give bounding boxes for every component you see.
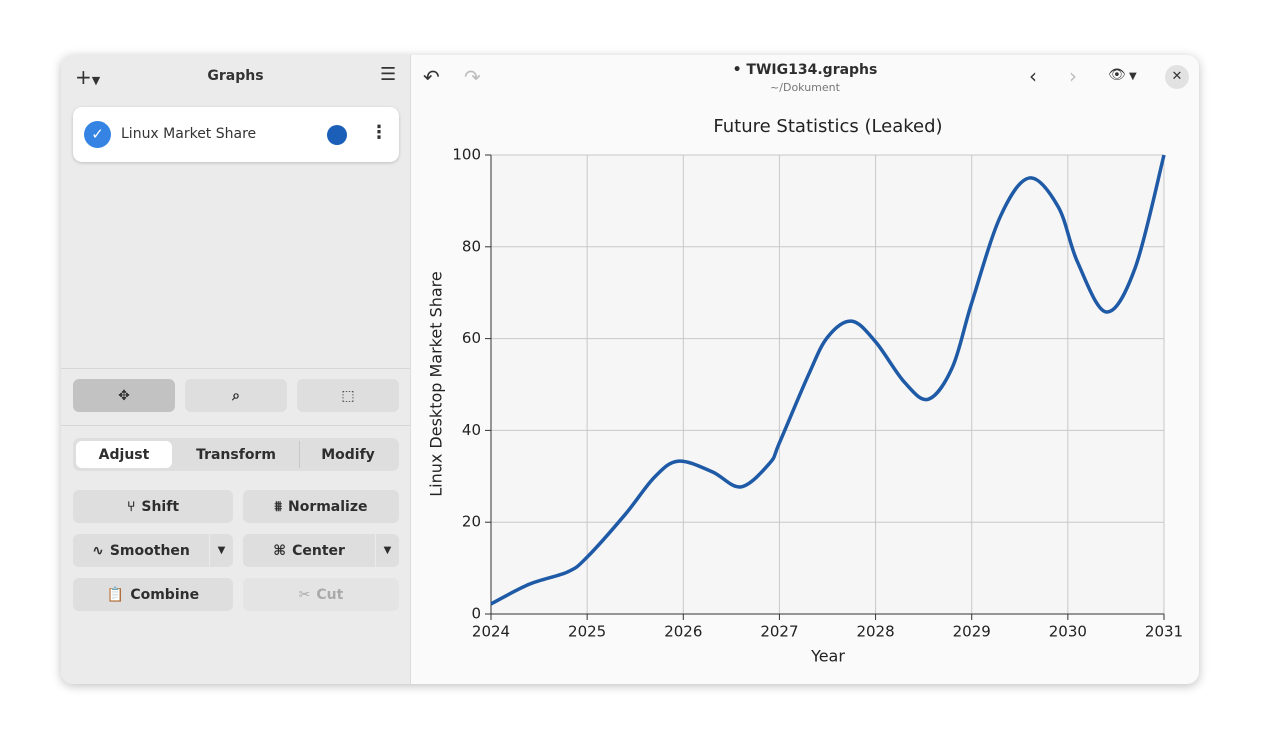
dropdown[interactable]: ▼ <box>210 534 233 567</box>
icon: 📋 <box>106 586 125 603</box>
cut-button: ✂ Cut <box>243 578 399 611</box>
dropdown[interactable]: ▼ <box>376 534 399 567</box>
y-tick-label: 0 <box>471 605 481 623</box>
pan-tool[interactable]: ✥ <box>73 379 175 412</box>
smoothen-button[interactable]: ∿ Smoothen <box>73 534 209 567</box>
tab-bar: Adjust Transform Modify <box>73 438 399 471</box>
label: Shift <box>141 498 180 515</box>
plot-background <box>491 155 1164 614</box>
icon: ⩩ <box>274 498 282 515</box>
y-axis-label: Linux Desktop Market Share <box>427 271 446 497</box>
x-tick-label: 2026 <box>664 623 702 641</box>
tab[interactable]: Modify <box>299 441 396 468</box>
icon: ∿ <box>92 542 104 559</box>
menu-button[interactable]: ☰ <box>380 64 397 85</box>
label: Combine <box>130 586 200 603</box>
tab[interactable]: Transform <box>183 441 289 468</box>
label: Center <box>292 542 345 559</box>
forward-button: › <box>1069 64 1077 88</box>
add-button[interactable]: +▼ <box>75 65 101 89</box>
x-tick-label: 2024 <box>472 623 510 641</box>
sidebar: +▼ Graphs ☰ ✓ Linux Market Share ⋮ ✥ ⌕ ⬚… <box>61 55 411 684</box>
x-tick-label: 2028 <box>856 623 894 641</box>
item-color[interactable] <box>327 125 347 145</box>
tab[interactable]: Adjust <box>76 441 172 468</box>
x-tick-label: 2029 <box>953 623 991 641</box>
y-tick-label: 20 <box>462 513 481 531</box>
y-tick-label: 80 <box>462 237 481 255</box>
label: Cut <box>316 586 344 603</box>
close-button[interactable]: ✕ <box>1165 65 1189 89</box>
shift-button[interactable]: ⑂ Shift <box>73 490 233 523</box>
x-tick-label: 2030 <box>1049 623 1087 641</box>
undo-button[interactable]: ↶ <box>423 65 440 89</box>
center-button[interactable]: ⌘ Center <box>243 534 375 567</box>
graph-item[interactable]: ✓ Linux Market Share ⋮ <box>73 107 399 162</box>
label: Normalize <box>287 498 368 515</box>
checkbox[interactable]: ✓ <box>84 121 111 148</box>
x-tick-label: 2027 <box>760 623 798 641</box>
window-title: • TWIG134.graphs <box>732 62 878 78</box>
redo-button: ↷ <box>464 65 481 89</box>
x-tick-label: 2025 <box>568 623 606 641</box>
back-button[interactable]: ‹ <box>1029 64 1037 88</box>
label: Smoothen <box>109 542 190 559</box>
x-axis-label: Year <box>810 647 845 666</box>
window-subtitle: ~/Dokument <box>770 81 840 94</box>
y-tick-label: 100 <box>452 146 481 164</box>
item-label: Linux Market Share <box>121 126 257 142</box>
view-button[interactable]: 👁 ▼ <box>1108 67 1137 83</box>
normalize-button[interactable]: ⩩ Normalize <box>243 490 399 523</box>
select-tool[interactable]: ⬚ <box>297 379 399 412</box>
icon: ⌘ <box>273 542 287 559</box>
chart-title: Future Statistics (Leaked) <box>713 116 942 137</box>
x-tick-label: 2031 <box>1145 623 1183 641</box>
icon: ⑂ <box>126 498 136 515</box>
y-tick-label: 40 <box>462 421 481 439</box>
sidebar-title: Graphs <box>207 68 264 84</box>
combine-button[interactable]: 📋 Combine <box>73 578 233 611</box>
item-menu[interactable]: ⋮ <box>370 122 388 143</box>
icon: ✂ <box>298 586 311 603</box>
zoom-tool[interactable]: ⌕ <box>185 379 287 412</box>
data-line <box>490 154 1166 606</box>
separator <box>61 425 410 426</box>
separator <box>61 368 410 369</box>
y-tick-label: 60 <box>462 329 481 347</box>
